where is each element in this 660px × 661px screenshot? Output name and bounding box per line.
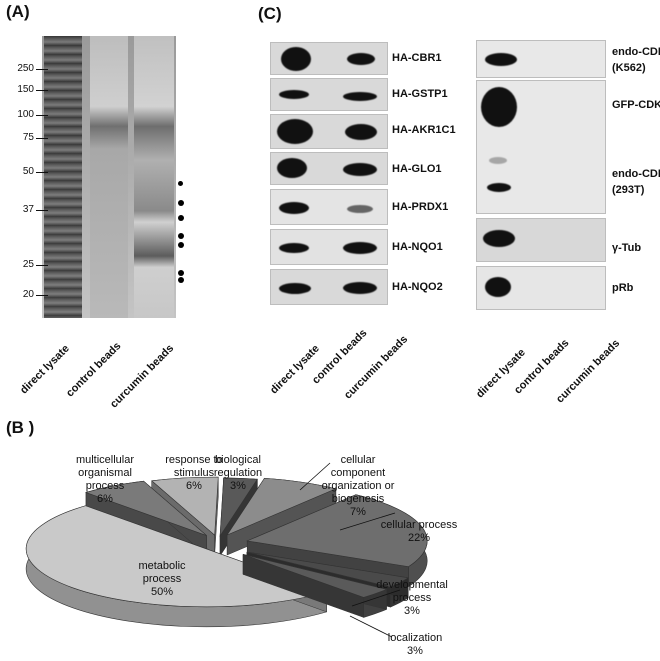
panel-a-label: (A) xyxy=(6,2,30,21)
blot-label-glo1: HA-GLO1 xyxy=(392,163,442,175)
pie-label-response: response to stimulus 6% xyxy=(165,454,223,492)
lane-label-direct-lysate: direct lysate xyxy=(268,342,322,397)
lane-label-direct-lysate: direct lysate xyxy=(18,342,72,397)
blot-strip-gamma-tub xyxy=(476,218,606,262)
mw-tick xyxy=(36,210,48,211)
pie-leader-line xyxy=(349,615,393,638)
blot-strip-prdx1 xyxy=(270,189,388,225)
pie-slice xyxy=(242,554,388,598)
pie-slice xyxy=(219,477,258,538)
blot-strip-nqo1 xyxy=(270,229,388,265)
mw-marker: 150 xyxy=(17,84,34,95)
blot-label-gamma-tub: γ-Tub xyxy=(612,242,642,254)
mw-tick xyxy=(36,172,48,173)
mw-marker: 75 xyxy=(22,132,34,143)
blot-strip-glo1 xyxy=(270,152,388,185)
blot-label-gstp1: HA-GSTP1 xyxy=(392,88,448,100)
pie-label-developmental: developmental process 3% xyxy=(376,579,448,617)
band-dot xyxy=(178,181,183,186)
pie-label-localization: localization 3% xyxy=(387,632,443,657)
pie-slice xyxy=(246,551,410,588)
pie-label-ccob: cellular component organization or bioge… xyxy=(321,454,395,518)
pie-leader-line xyxy=(299,462,331,491)
pie-chart xyxy=(25,462,428,638)
panel-c-label: (C) xyxy=(258,4,282,23)
band-dot xyxy=(178,270,184,276)
blot-strip-gstp1 xyxy=(270,78,388,111)
blot-label-akr1c1: HA-AKR1C1 xyxy=(392,124,456,136)
blot-strip-prb xyxy=(476,266,606,310)
blot-strip-gfp-cdk2 xyxy=(476,80,606,214)
gel-lane-curcumin-beads xyxy=(134,36,174,318)
blot-label-endo-cdk2-k562: endo-CDK2 (K562) xyxy=(612,46,660,74)
pie-slice xyxy=(226,477,337,536)
mw-marker: 20 xyxy=(22,289,34,300)
lane-label-control-beads: control beads xyxy=(64,339,124,400)
mw-tick xyxy=(36,90,48,91)
pie-label-multicellular: multicellular organismal process 6% xyxy=(75,454,135,505)
gel-image xyxy=(42,36,176,318)
blot-strip-endo-cdk2-k562 xyxy=(476,40,606,78)
blot-label-nqo1: HA-NQO1 xyxy=(392,241,443,253)
mw-tick xyxy=(36,138,48,139)
mw-marker: 250 xyxy=(17,63,34,74)
mw-tick xyxy=(36,295,48,296)
pie-label-bio-regulation: biological regulation 3% xyxy=(213,454,263,492)
gel-lane-control-beads xyxy=(90,36,128,318)
pie-label-metabolic: metabolic process 50% xyxy=(138,560,186,598)
band-dot xyxy=(178,277,184,283)
pie-leader-line xyxy=(351,589,401,607)
band-dot xyxy=(178,233,184,239)
gel-lane-direct-lysate xyxy=(44,36,82,318)
pie-leader-line xyxy=(339,512,396,531)
mw-marker: 25 xyxy=(22,259,34,270)
blot-label-prb: pRb xyxy=(612,282,634,294)
mw-tick xyxy=(36,265,48,266)
blot-label-gfp-cdk2: GFP-CDK2 xyxy=(612,99,660,111)
band-dot xyxy=(178,215,184,221)
mw-tick xyxy=(36,115,48,116)
pie-slice xyxy=(25,505,328,608)
blot-strip-nqo2 xyxy=(270,269,388,305)
blot-label-nqo2: HA-NQO2 xyxy=(392,281,443,293)
panel-b-label: (B ) xyxy=(6,418,35,437)
pie-label-cellular-process: cellular process 22% xyxy=(380,519,458,544)
band-dot xyxy=(178,242,184,248)
mw-marker: 50 xyxy=(22,166,34,177)
mw-marker: 100 xyxy=(17,109,34,120)
band-dot xyxy=(178,200,184,206)
pie-slice xyxy=(151,476,219,536)
pie-slice xyxy=(85,480,207,536)
blot-label-cbr1: HA-CBR1 xyxy=(392,52,442,64)
blot-label-endo-cdk2-293t: endo-CDK2 (293T) xyxy=(612,168,660,196)
pie-slice xyxy=(246,494,428,567)
blot-strip-cbr1 xyxy=(270,42,388,75)
blot-label-prdx1: HA-PRDX1 xyxy=(392,201,449,213)
mw-marker: 37 xyxy=(22,204,34,215)
blot-strip-akr1c1 xyxy=(270,114,388,149)
mw-tick xyxy=(36,69,48,70)
